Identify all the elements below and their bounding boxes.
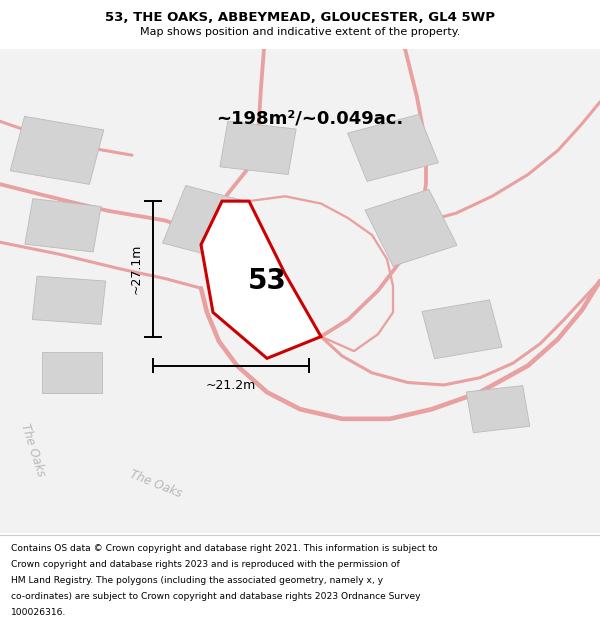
Polygon shape [32,276,106,324]
Text: The Oaks: The Oaks [128,468,184,501]
Text: ~198m²/~0.049ac.: ~198m²/~0.049ac. [216,110,403,128]
Polygon shape [422,300,502,359]
Polygon shape [10,116,104,184]
Text: co-ordinates) are subject to Crown copyright and database rights 2023 Ordnance S: co-ordinates) are subject to Crown copyr… [11,592,420,601]
Text: 53: 53 [248,267,286,295]
Polygon shape [25,199,101,252]
Text: HM Land Registry. The polygons (including the associated geometry, namely x, y: HM Land Registry. The polygons (includin… [11,576,383,585]
Text: 53, THE OAKS, ABBEYMEAD, GLOUCESTER, GL4 5WP: 53, THE OAKS, ABBEYMEAD, GLOUCESTER, GL4… [105,11,495,24]
Polygon shape [163,186,251,260]
Polygon shape [220,121,296,174]
Polygon shape [201,201,321,358]
Text: Crown copyright and database rights 2023 and is reproduced with the permission o: Crown copyright and database rights 2023… [11,560,400,569]
Polygon shape [42,352,102,393]
Polygon shape [347,114,439,181]
Text: ~21.2m: ~21.2m [206,379,256,392]
Polygon shape [466,386,530,432]
Text: Contains OS data © Crown copyright and database right 2021. This information is : Contains OS data © Crown copyright and d… [11,544,437,552]
Text: The Oaks: The Oaks [19,422,47,478]
Text: 100026316.: 100026316. [11,608,66,618]
Polygon shape [365,189,457,266]
Text: Map shows position and indicative extent of the property.: Map shows position and indicative extent… [140,26,460,36]
Text: ~27.1m: ~27.1m [129,244,142,294]
